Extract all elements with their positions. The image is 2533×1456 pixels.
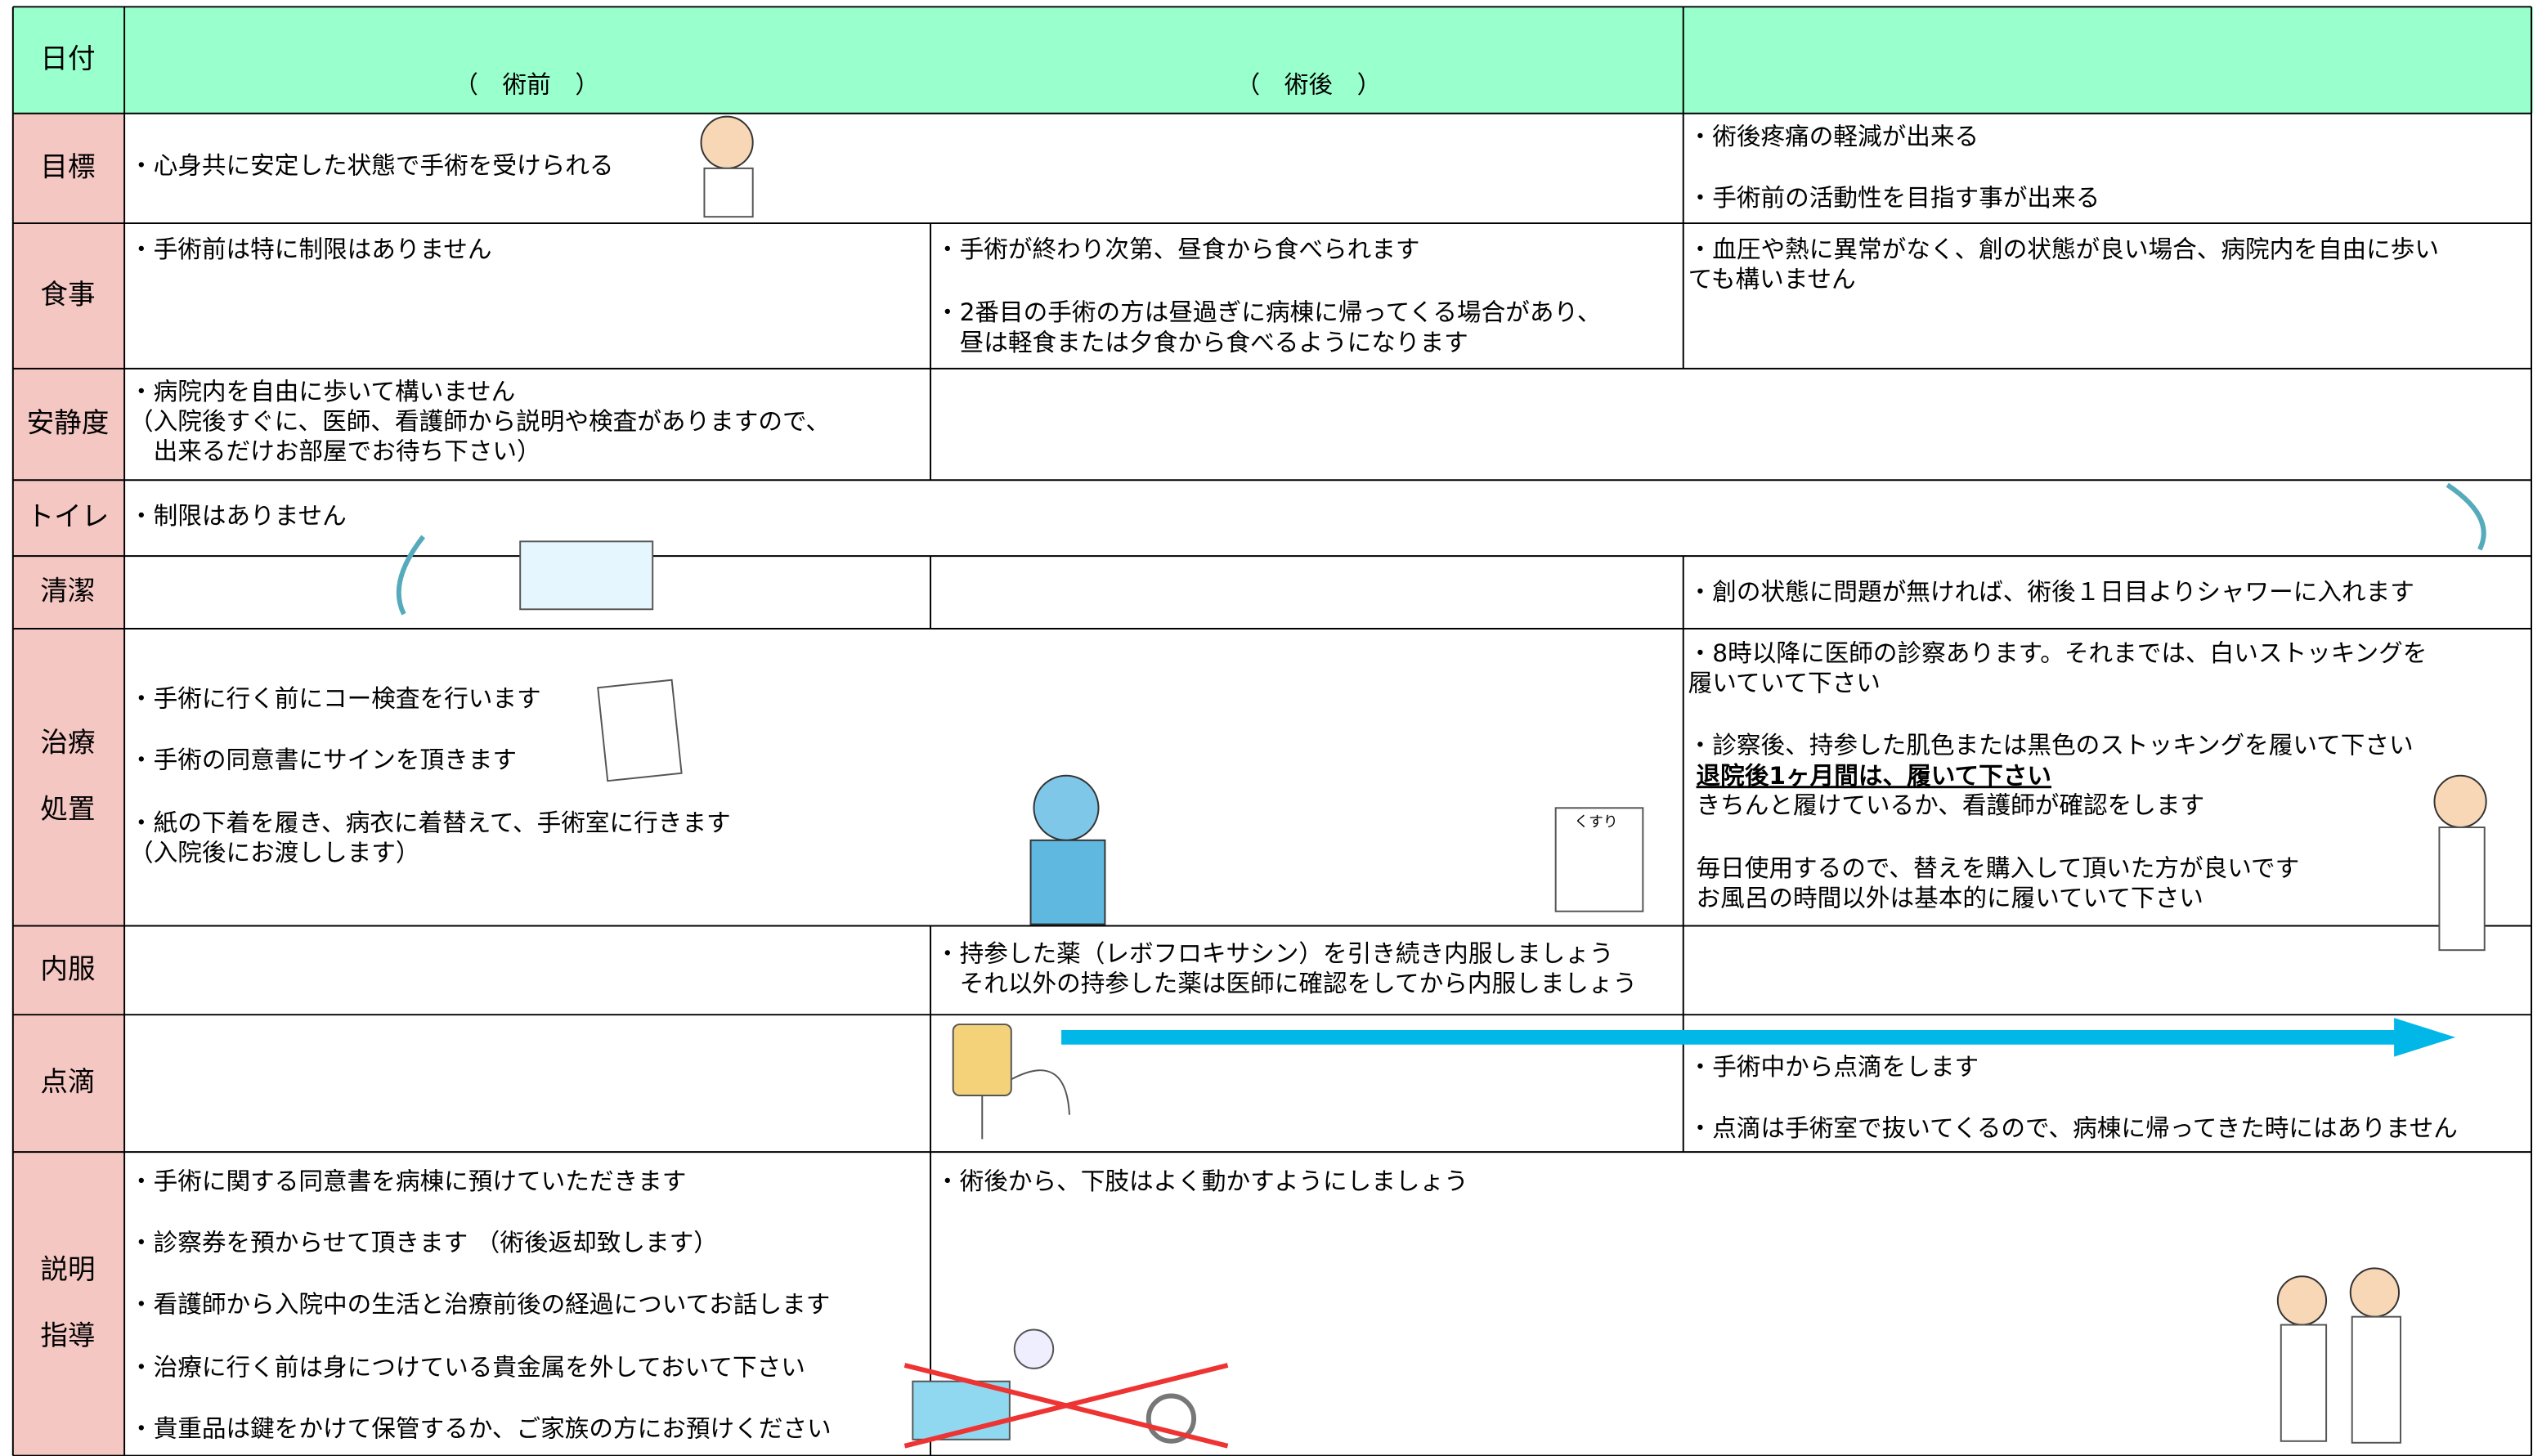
iv-icon [952,1024,1012,1096]
row-label: 処置 [40,793,95,825]
cell-text: ・紙の下着を履き、病衣に着替えて、手術室に行きます [129,809,731,837]
cell-text: ・血圧や熱に異常がなく、創の状態が良い場合、病院内を自由に歩い [1688,235,2439,263]
row-label: 内服 [40,952,95,984]
row-label: 点滴 [40,1066,95,1098]
cell-text: ・病院内を自由に歩いて構いません [129,377,515,405]
cell-text: 履いていて下さい [1688,669,1881,697]
paper-icon [597,679,683,782]
iv-icon [981,1069,1070,1140]
cell-text: ・手術に行く前にコー検査を行います [129,683,541,712]
cell-text: ・2番目の手術の方は昼過ぎに病棟に帰ってくる場合があり、 [935,298,1602,326]
header-col: （ 術前 ） [454,70,599,99]
arrow [2394,1018,2456,1057]
valuables-icon [1145,1393,1197,1444]
cell-text: それ以外の持参した薬は医師に確認をしてから内服しましょう [935,969,1637,997]
cell-text: ・診察後、持参した肌色または黒色のストッキングを履いて下さい [1688,731,2414,759]
row-label: 食事 [40,278,95,310]
header-bg [12,7,2533,114]
row-label: 安静度 [27,407,110,439]
cell-text: ・診察券を預からせて頂きます （術後返却致します） [129,1228,718,1257]
cell-text: ・8時以降に医師の診察あります。それまでは、白いストッキングを [1688,638,2428,667]
doctor-icon [2351,1315,2401,1444]
cell-text: 出来るだけお部屋でお待ち下さい） [129,437,541,465]
doctor-icon [2349,1267,2400,1318]
cell-text: 退院後1ヶ月間は、履いて下さい [1697,761,2051,790]
cell-text: 毎日使用するので、替えを購入して頂いた方が良いです [1697,853,2300,882]
shower-icon [396,535,425,616]
cell-text: きちんと履けているか、看護師が確認をします [1697,791,2205,819]
cell-text: ・手術が終わり次第、昼食から食べられます [935,235,1420,263]
cell-text: ・手術前の活動性を目指す事が出来る [1688,183,2100,212]
cell-text: ・制限はありません [129,501,347,530]
row-label: 説明 [40,1253,95,1285]
row-label: 清潔 [40,575,95,607]
nurse-icon [2276,1275,2328,1326]
row-label: トイレ [27,500,110,532]
nurse-icon [2433,774,2487,828]
cell-text: ・貴重品は鍵をかけて保管するか、ご家族の方にお預けください [129,1413,832,1442]
cell-text: ・心身共に安定した状態で手術を受けられる [129,150,614,179]
medicine-icon [1554,807,1644,912]
cell-text: ・手術に関する同意書を病棟に預けていただきます [129,1167,686,1195]
cell-text: お風呂の時間以外は基本的に履いていて下さい [1697,883,2203,912]
cell-text: （入院後にお渡しします） [129,838,420,867]
medicine-label: くすり [1574,813,1617,831]
row-label: 指導 [40,1319,95,1351]
cell-text: ・手術前は特に制限はありません [129,235,492,263]
bathtub-icon [519,540,654,611]
cell-text: ・看護師から入院中の生活と治療前後の経過についてお話します [129,1289,830,1318]
valuables-icon [1013,1328,1055,1369]
cell-text: ・術後から、下肢はよく動かすようにしましょう [935,1167,1468,1195]
cell-text: （入院後すぐに、医師、看護師から説明や検査がありますので、 [129,407,830,436]
row-label: 目標 [40,150,95,182]
header-col: （ 術後 ） [1235,70,1381,99]
cell-text: ・術後疼痛の軽減が出来る [1688,122,1979,150]
cell-text: ・治療に行く前は身につけている貴金属を外しておいて下さい [129,1352,805,1381]
cell-text: ・持参した薬（レボフロキサシン）を引き続き内服しましょう [935,939,1613,968]
cell-text: 昼は軽食または夕食から食べるようになります [935,328,1468,356]
cell-text: ても構いません [1688,265,1856,293]
header-label: 日付 [40,43,95,74]
label-bg [12,113,125,1456]
nurse-icon [2280,1324,2328,1442]
surgeon-icon [1029,839,1106,925]
row-label: 治療 [40,727,95,759]
cell-text: ・手術中から点滴をします [1688,1052,1979,1081]
illustrations: くすり [396,115,2487,1449]
cross [903,1363,1229,1449]
cell-text: ・創の状態に問題が無ければ、術後１日目よりシャワーに入れます [1688,577,2414,606]
shower-icon [2446,482,2486,551]
nurse-icon [2438,827,2486,952]
doctor-icon [703,167,754,218]
surgeon-icon [1033,774,1100,841]
cell-text: ・点滴は手術室で抜いてくるので、病棟に帰ってきた時にはありません [1688,1113,2458,1142]
doctor-icon [700,115,754,169]
cell-text: ・手術の同意書にサインを頂きます [129,746,517,774]
